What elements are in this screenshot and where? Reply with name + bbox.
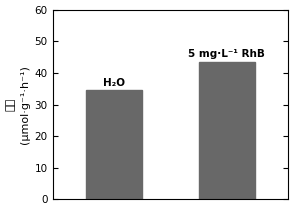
- Y-axis label: 氢气
(μmol·g⁻¹·h⁻¹): 氢气 (μmol·g⁻¹·h⁻¹): [6, 65, 30, 144]
- Bar: [86, 90, 142, 199]
- Text: H₂O: H₂O: [103, 78, 125, 88]
- Bar: [198, 62, 255, 199]
- Text: 5 mg·L⁻¹ RhB: 5 mg·L⁻¹ RhB: [188, 49, 265, 59]
